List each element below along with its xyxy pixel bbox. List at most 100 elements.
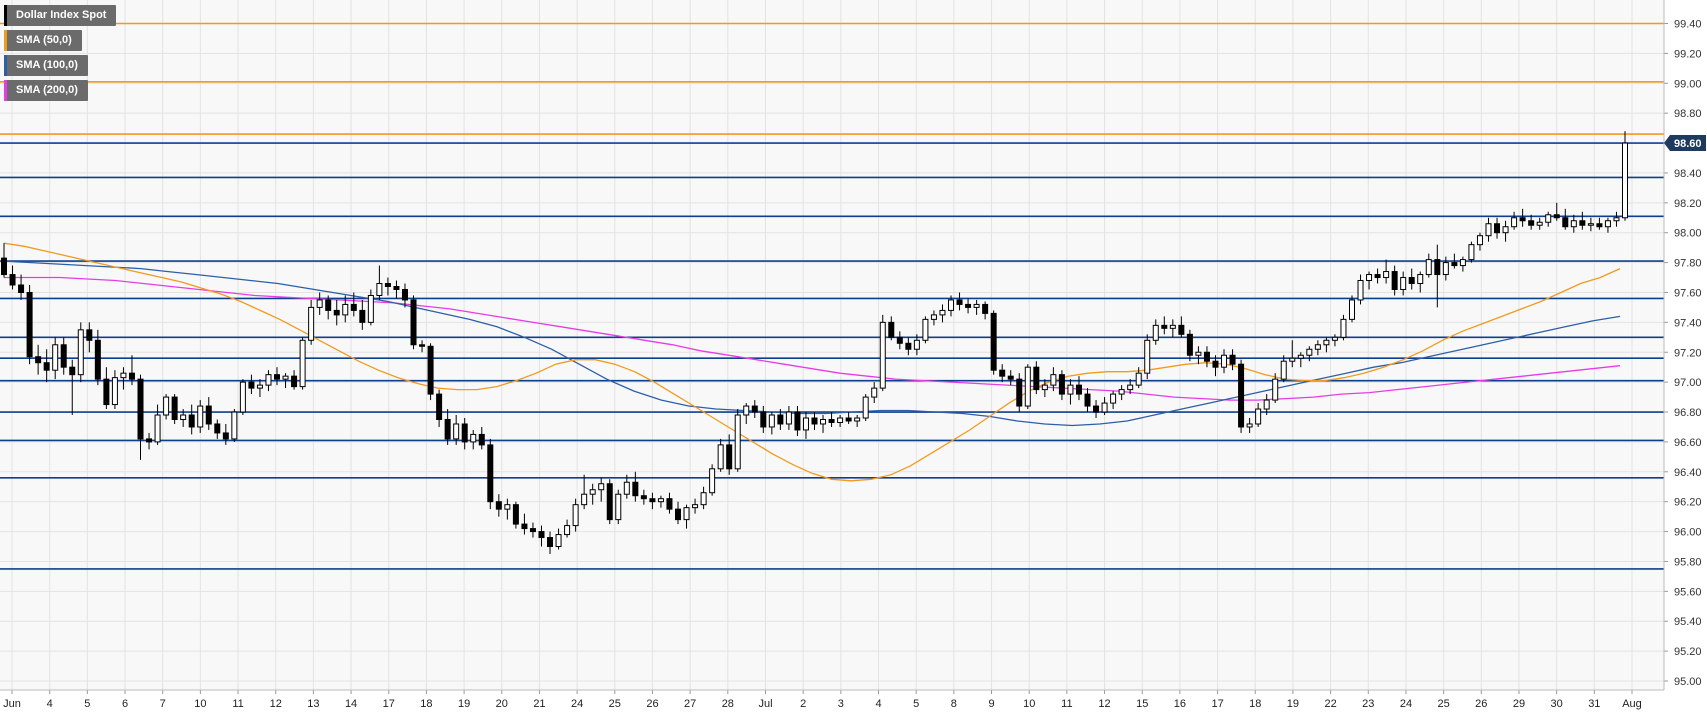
candle-body — [316, 299, 323, 308]
candle-body — [674, 508, 681, 521]
y-tick-label: 98.40 — [1674, 168, 1702, 180]
x-tick-label: 10 — [1023, 698, 1035, 710]
x-tick-label: 19 — [458, 698, 470, 710]
candle-body — [1246, 423, 1253, 428]
x-tick-label: 18 — [1249, 698, 1261, 710]
candle-body — [1033, 366, 1040, 391]
candle-body — [94, 339, 101, 380]
candle-body — [197, 405, 204, 428]
x-tick-label: 31 — [1588, 698, 1600, 710]
candle-body — [871, 387, 878, 398]
current-price-label: 98.60 — [1674, 138, 1702, 150]
x-tick-label: 12 — [1098, 698, 1110, 710]
x-tick-label: Jul — [758, 698, 772, 710]
candle-body — [1195, 351, 1202, 356]
candle-body — [1613, 217, 1620, 222]
candle-body — [760, 411, 767, 428]
x-tick-label: 13 — [307, 698, 319, 710]
x-tick-label: 20 — [496, 698, 508, 710]
candle-body — [154, 414, 161, 443]
legend-sma200[interactable]: SMA (200,0) — [4, 80, 88, 101]
x-tick-label: 27 — [684, 698, 696, 710]
candle-body — [657, 498, 664, 503]
candle-body — [794, 411, 801, 431]
candle-body — [939, 309, 946, 316]
x-tick-label: 9 — [988, 698, 994, 710]
candle-body — [1135, 372, 1142, 386]
candle-body — [478, 433, 485, 446]
candle-body — [734, 414, 741, 470]
candle-body — [333, 309, 340, 316]
candle-body — [888, 321, 895, 338]
candle-body — [999, 369, 1006, 377]
candle-body — [1408, 277, 1415, 285]
candle-body — [854, 417, 861, 422]
candle-body — [1041, 384, 1048, 391]
candle-body — [1127, 384, 1134, 391]
x-tick-label: 15 — [1136, 698, 1148, 710]
candle-body — [598, 483, 605, 491]
candle-body — [1058, 374, 1065, 395]
candle-body — [1476, 235, 1483, 246]
candle-body — [862, 396, 869, 419]
candle-body — [990, 312, 997, 371]
candle-body — [69, 366, 76, 376]
candle-body — [359, 309, 366, 323]
candle-body — [1519, 217, 1526, 222]
candle-body — [717, 444, 724, 470]
candle-body — [1528, 220, 1535, 226]
candle-body — [1161, 324, 1168, 329]
candle-body — [879, 321, 886, 389]
x-tick-label: Jun — [3, 698, 21, 710]
candle-body — [751, 405, 758, 413]
candle-body — [785, 411, 792, 425]
y-tick-label: 95.00 — [1674, 676, 1702, 688]
sma50-swatch — [4, 30, 7, 51]
candle-body — [205, 405, 212, 425]
legend-instrument[interactable]: Dollar Index Spot — [4, 5, 117, 26]
candle-body — [1596, 223, 1603, 228]
candle-body — [291, 375, 298, 388]
x-tick-label: 7 — [160, 698, 166, 710]
candle-body — [487, 444, 494, 503]
candle-body — [1178, 324, 1185, 335]
legend-sma100[interactable]: SMA (100,0) — [4, 55, 88, 76]
candle-body — [1391, 271, 1398, 290]
candle-body — [512, 504, 519, 525]
y-axis: 99.40 99.20 99.00 98.80 98.60 98.40 98.20 98.00… — [1663, 0, 1702, 690]
candle-body — [1348, 299, 1355, 320]
x-tick-label: 24 — [571, 698, 583, 710]
candle-body — [26, 291, 33, 358]
candle-body — [973, 303, 980, 308]
price-badge — [1664, 135, 1706, 152]
x-tick-label: 21 — [533, 698, 545, 710]
candle-body — [248, 381, 255, 389]
legend-sma100-label: SMA (100,0) — [16, 59, 78, 71]
horizontal-levels — [0, 22, 1664, 570]
candle-body — [1604, 220, 1611, 228]
x-tick-label: 25 — [609, 698, 621, 710]
x-tick-label: 28 — [722, 698, 734, 710]
y-tick-label: 98.80 — [1674, 108, 1702, 120]
candle-body — [1570, 220, 1577, 228]
candle-body — [1093, 405, 1100, 413]
candle-body — [948, 299, 955, 311]
candle-body — [325, 299, 332, 311]
x-tick-label: 19 — [1287, 698, 1299, 710]
y-tick-label: 99.00 — [1674, 78, 1702, 90]
x-tick-label: 10 — [194, 698, 206, 710]
candle-body — [905, 342, 912, 350]
candle-body — [1485, 223, 1492, 237]
x-tick-label: 12 — [270, 698, 282, 710]
candle-body — [1110, 393, 1117, 404]
candle-body — [1417, 274, 1424, 285]
legend-sma50[interactable]: SMA (50,0) — [4, 30, 82, 51]
candle-body — [1169, 324, 1176, 329]
candle-body — [1451, 262, 1458, 267]
candle-body — [709, 468, 716, 494]
y-tick-label: 96.80 — [1674, 407, 1702, 419]
candle-body — [180, 414, 187, 420]
candle-body — [410, 299, 417, 346]
candlesticks — [1, 131, 1628, 554]
